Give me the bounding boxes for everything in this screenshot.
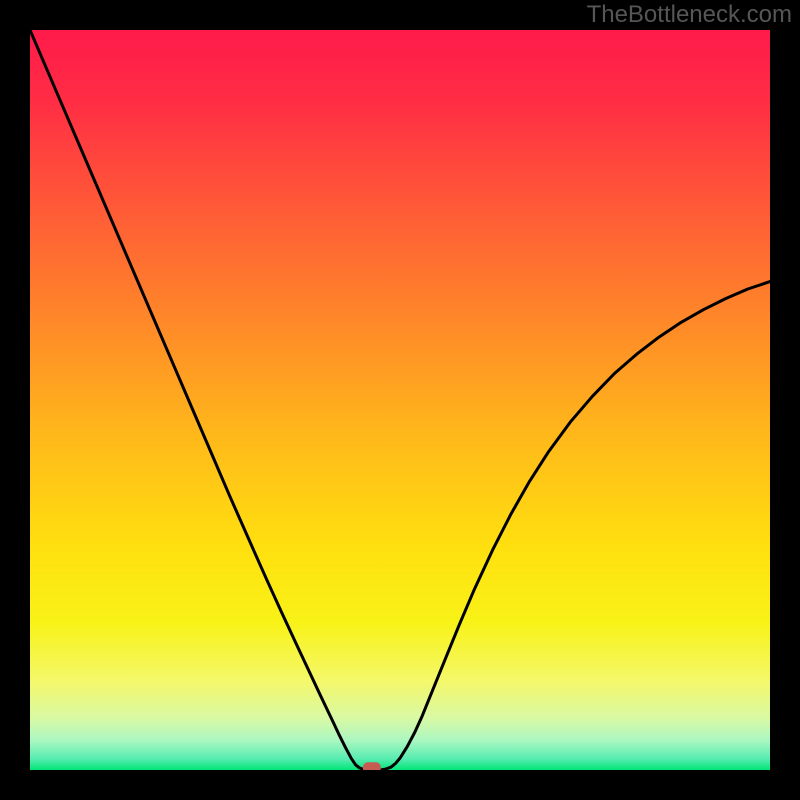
bottleneck-chart: TheBottleneck.com	[0, 0, 800, 800]
frame-right	[770, 0, 800, 800]
frame-bottom	[0, 770, 800, 800]
plot-background	[30, 30, 770, 770]
frame-left	[0, 0, 30, 800]
watermark-text: TheBottleneck.com	[587, 1, 792, 28]
